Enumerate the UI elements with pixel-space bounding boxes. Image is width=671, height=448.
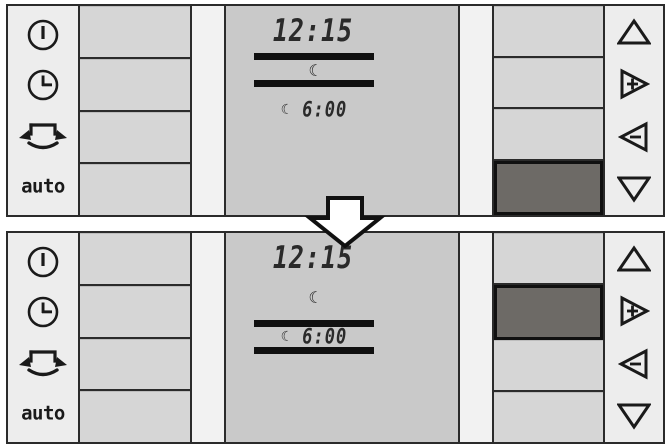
right-button-2-top[interactable] — [494, 57, 603, 109]
lcd-row-2-top: ☾ 6:00 — [254, 93, 374, 127]
triangle-down-icon[interactable] — [605, 163, 663, 215]
triangle-up-icon[interactable] — [605, 6, 663, 58]
moon-icon-row1-top: ☾ — [308, 60, 320, 80]
right-button-3-bottom[interactable] — [494, 340, 603, 392]
right-separator-column-bottom — [458, 233, 492, 442]
left-button-2-bottom[interactable] — [80, 285, 190, 339]
right-arrow-rail-bottom — [605, 233, 663, 442]
lcd-setpoint-time-bottom: 6:00 — [302, 324, 348, 350]
left-separator-column-top — [192, 6, 226, 215]
right-button-2-bottom[interactable] — [494, 285, 603, 340]
power-icon — [8, 10, 78, 60]
lcd-setpoint-time-top: 6:00 — [302, 97, 348, 123]
left-button-4-top[interactable] — [80, 164, 190, 215]
left-button-4-bottom[interactable] — [80, 391, 190, 442]
right-button-1-top[interactable] — [494, 6, 603, 58]
lcd-row-1-bottom: ☾ — [254, 280, 374, 314]
left-button-stack-bottom — [78, 233, 192, 442]
triangle-left-minus-icon[interactable] — [605, 338, 663, 390]
left-button-3-bottom[interactable] — [80, 338, 190, 392]
right-button-4-bottom[interactable] — [494, 392, 603, 442]
clock-icon — [8, 287, 78, 337]
auto-label: auto — [21, 174, 65, 198]
right-button-4-top[interactable] — [494, 160, 603, 215]
lcd-row-1-top: ☾ — [254, 53, 374, 87]
left-separator-column-bottom — [192, 233, 226, 442]
left-icon-rail-bottom: auto — [8, 233, 78, 442]
left-button-stack-top — [78, 6, 192, 215]
triangle-up-icon[interactable] — [605, 233, 663, 285]
lcd-display-top: 12:15 ☾ ☾ 6:00 — [226, 6, 458, 215]
right-separator-column-top — [458, 6, 492, 215]
moon-icon-row1-bottom: ☾ — [308, 287, 320, 307]
right-button-3-top[interactable] — [494, 109, 603, 161]
moon-icon-row2-top: ☾ — [280, 102, 291, 118]
right-button-stack-top — [492, 6, 605, 215]
lcd-row-2-bottom: ☾ 6:00 — [254, 320, 374, 354]
lcd-clock-top: 12:15 — [272, 12, 354, 49]
triangle-left-minus-icon[interactable] — [605, 111, 663, 163]
lcd-clock-bottom: 12:15 — [272, 239, 354, 276]
clock-icon — [8, 60, 78, 110]
moon-icon-row2-bottom: ☾ — [280, 329, 291, 345]
left-button-2-top[interactable] — [80, 58, 190, 112]
auto-icon: auto — [8, 161, 78, 211]
auto-icon: auto — [8, 388, 78, 438]
left-button-1-top[interactable] — [80, 6, 190, 59]
triangle-right-plus-icon[interactable] — [605, 58, 663, 110]
manual-override-icon — [8, 111, 78, 161]
lcd-display-bottom: 12:15 ☾ ☾ 6:00 — [226, 233, 458, 442]
right-button-stack-bottom — [492, 233, 605, 442]
control-panel-top: auto 12:15 ☾ ☾ — [6, 4, 665, 217]
left-button-3-top[interactable] — [80, 111, 190, 165]
manual-override-icon — [8, 338, 78, 388]
right-button-1-bottom[interactable] — [494, 233, 603, 285]
left-icon-rail-top: auto — [8, 6, 78, 215]
power-icon — [8, 237, 78, 287]
left-button-1-bottom[interactable] — [80, 233, 190, 286]
right-arrow-rail-top — [605, 6, 663, 215]
triangle-down-icon[interactable] — [605, 390, 663, 442]
control-panel-bottom: auto 12:15 ☾ ☾ — [6, 231, 665, 444]
down-arrow-icon — [302, 196, 388, 249]
triangle-right-plus-icon[interactable] — [605, 285, 663, 337]
auto-label: auto — [21, 401, 65, 425]
